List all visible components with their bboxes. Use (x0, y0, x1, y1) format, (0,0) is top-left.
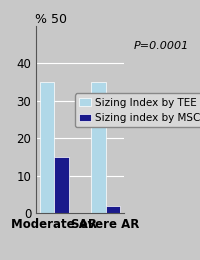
Bar (106, 206, 120, 213)
Bar (91, 82, 106, 213)
Bar (40, 82, 54, 213)
Text: % 50: % 50 (35, 13, 67, 26)
Bar (54, 157, 69, 213)
Text: P=0.0001: P=0.0001 (134, 41, 189, 51)
Legend: Sizing Index by TEE, Sizing index by MSCT: Sizing Index by TEE, Sizing index by MSC… (75, 93, 200, 127)
